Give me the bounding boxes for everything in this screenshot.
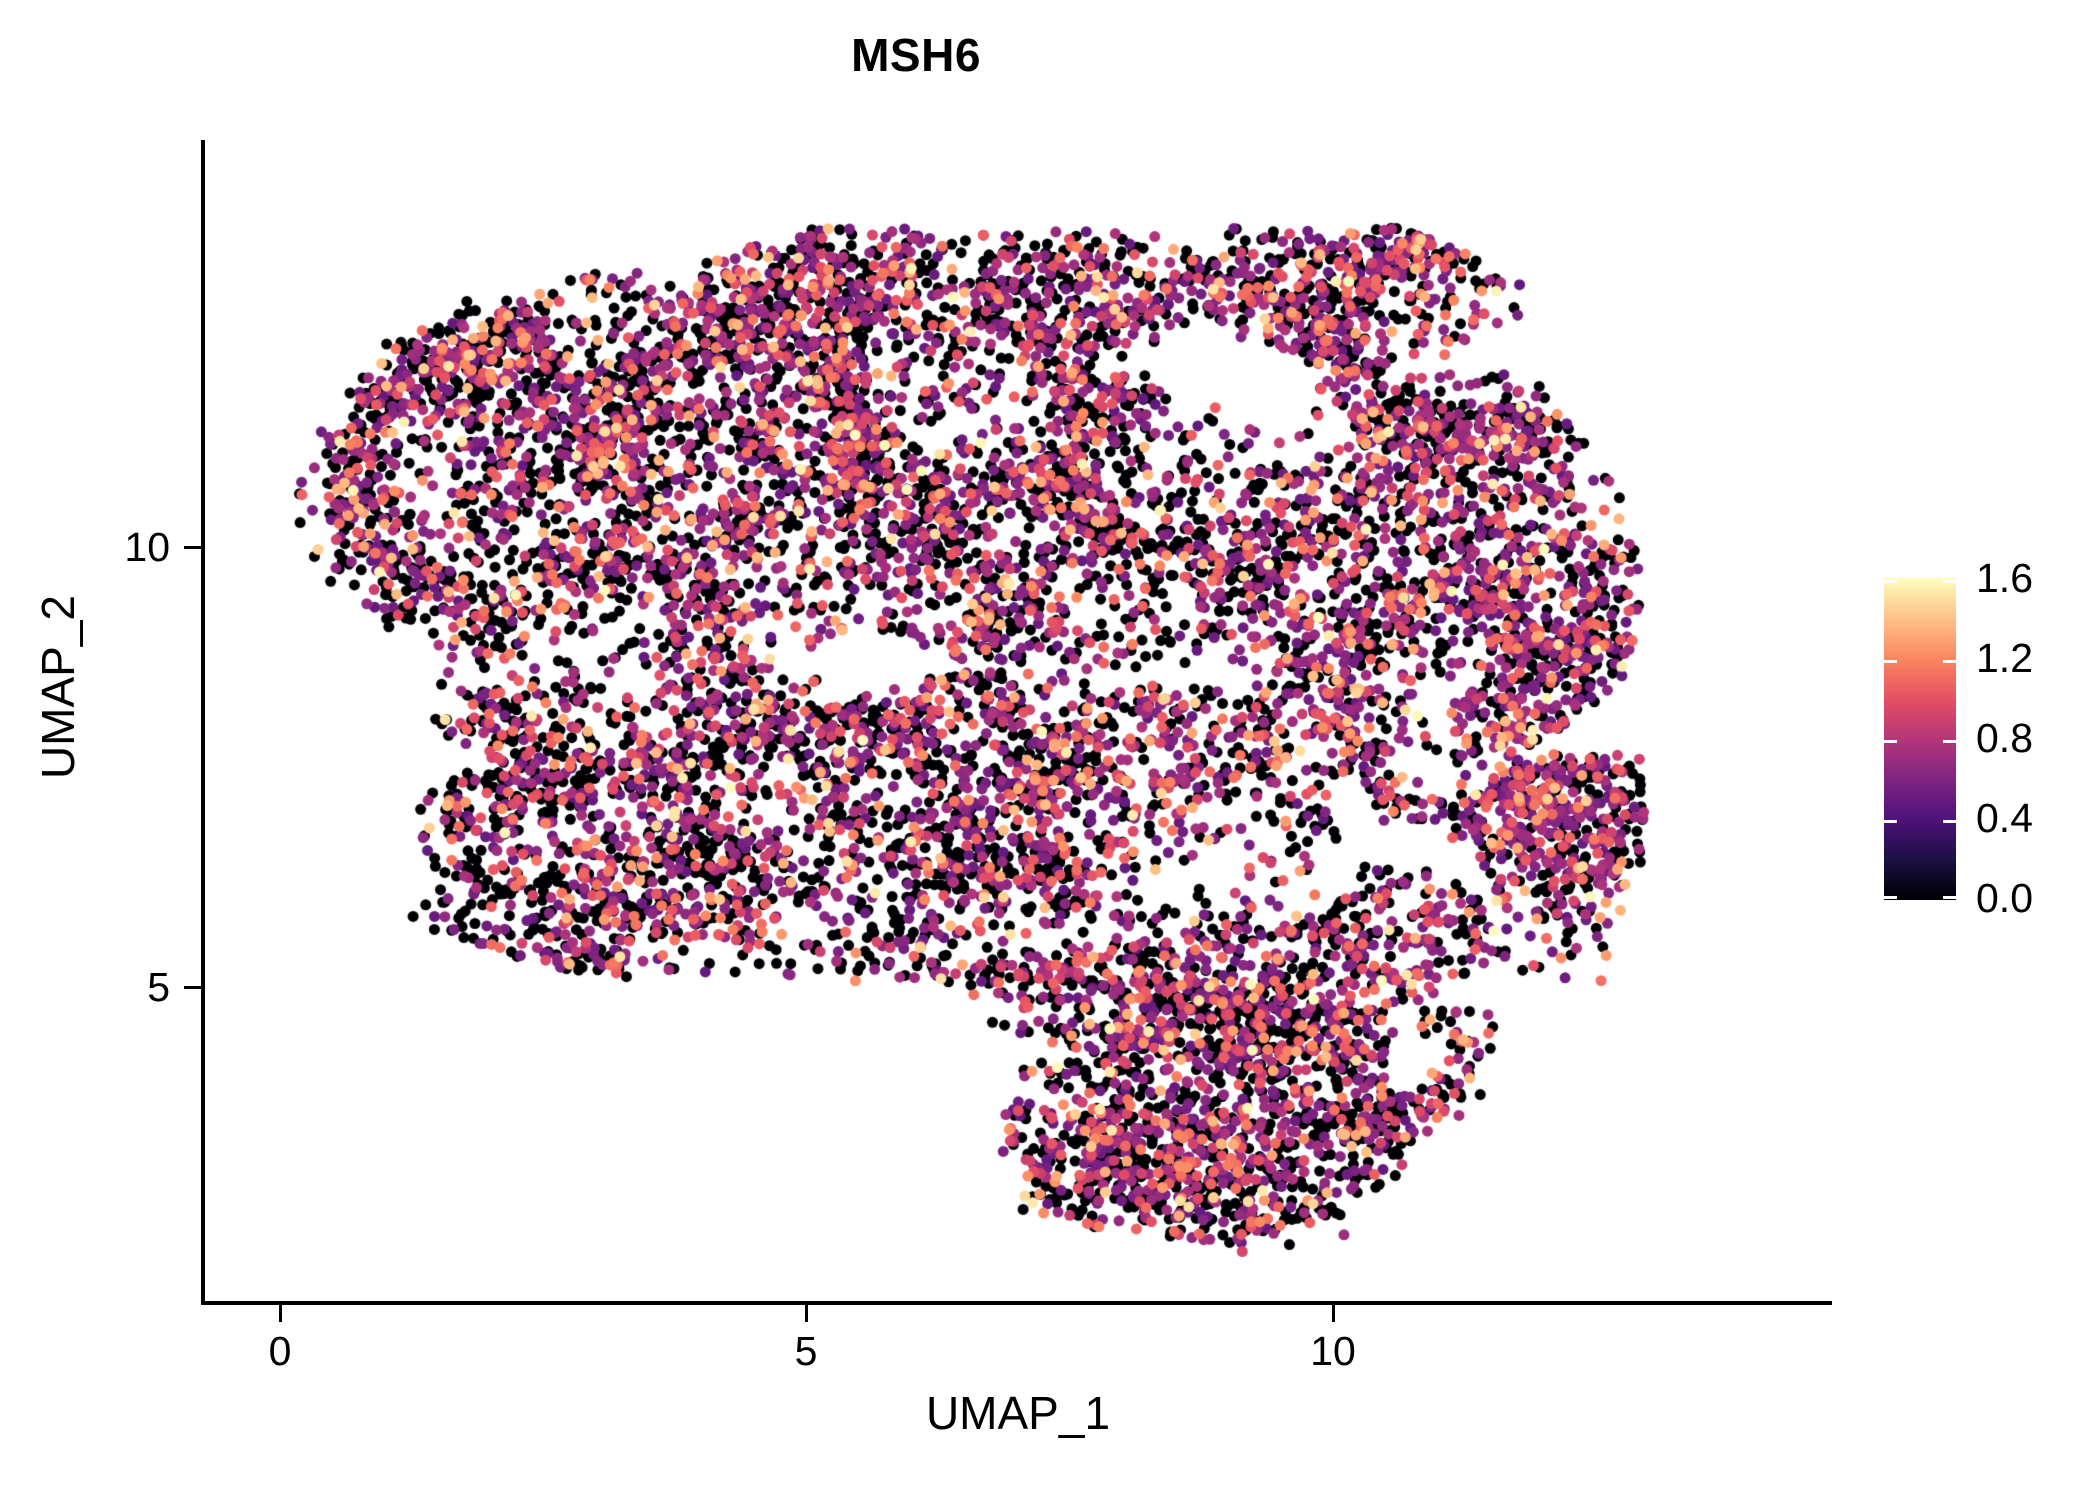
colorbar-tick-0.4-right (1943, 820, 1956, 823)
x-tick-10 (1332, 1305, 1335, 1322)
x-axis-label: UMAP_1 (925, 1387, 1111, 1439)
y-ticklabel-5: 5 (147, 964, 170, 1010)
colorbar-label-0.8: 0.8 (1976, 715, 2033, 761)
scatter-panel (204, 140, 1832, 1303)
x-ticklabel-10: 10 (1310, 1328, 1356, 1374)
colorbar-label-1.2: 1.2 (1976, 635, 2033, 681)
colorbar-label-1.6: 1.6 (1976, 555, 2033, 601)
colorbar-tick-0.4-left (1884, 820, 1897, 823)
colorbar-tick-0.0-left (1884, 896, 1897, 899)
colorbar-label-0.0: 0.0 (1976, 875, 2033, 921)
y-axis-label: UMAP_2 (32, 594, 84, 780)
colorbar-label-0.4: 0.4 (1976, 795, 2033, 841)
y-ticklabel-10: 10 (124, 524, 170, 570)
colorbar-tick-0.8-right (1943, 740, 1956, 743)
colorbar-tick-1.6-right (1943, 580, 1956, 583)
colorbar-tick-0.0-right (1943, 896, 1956, 899)
page-title: MSH6 (851, 29, 981, 81)
colorbar-tick-1.6-left (1884, 580, 1897, 583)
x-ticklabel-5: 5 (794, 1328, 818, 1374)
x-axis-line (201, 1301, 1832, 1305)
y-tick-5 (184, 986, 201, 989)
x-tick-5 (805, 1305, 808, 1322)
x-tick-0 (279, 1305, 282, 1322)
colorbar-tick-0.8-left (1884, 740, 1897, 743)
x-ticklabel-0: 0 (268, 1328, 292, 1374)
colorbar-legend: 1.6 1.2 0.8 0.4 0.0 (1884, 555, 2084, 921)
scatter-points-layer (204, 140, 1832, 1303)
colorbar-gradient (1884, 578, 1956, 900)
y-axis-line (201, 140, 205, 1305)
colorbar-tick-1.2-right (1943, 660, 1956, 663)
y-tick-10 (184, 546, 201, 549)
colorbar-tick-1.2-left (1884, 660, 1897, 663)
